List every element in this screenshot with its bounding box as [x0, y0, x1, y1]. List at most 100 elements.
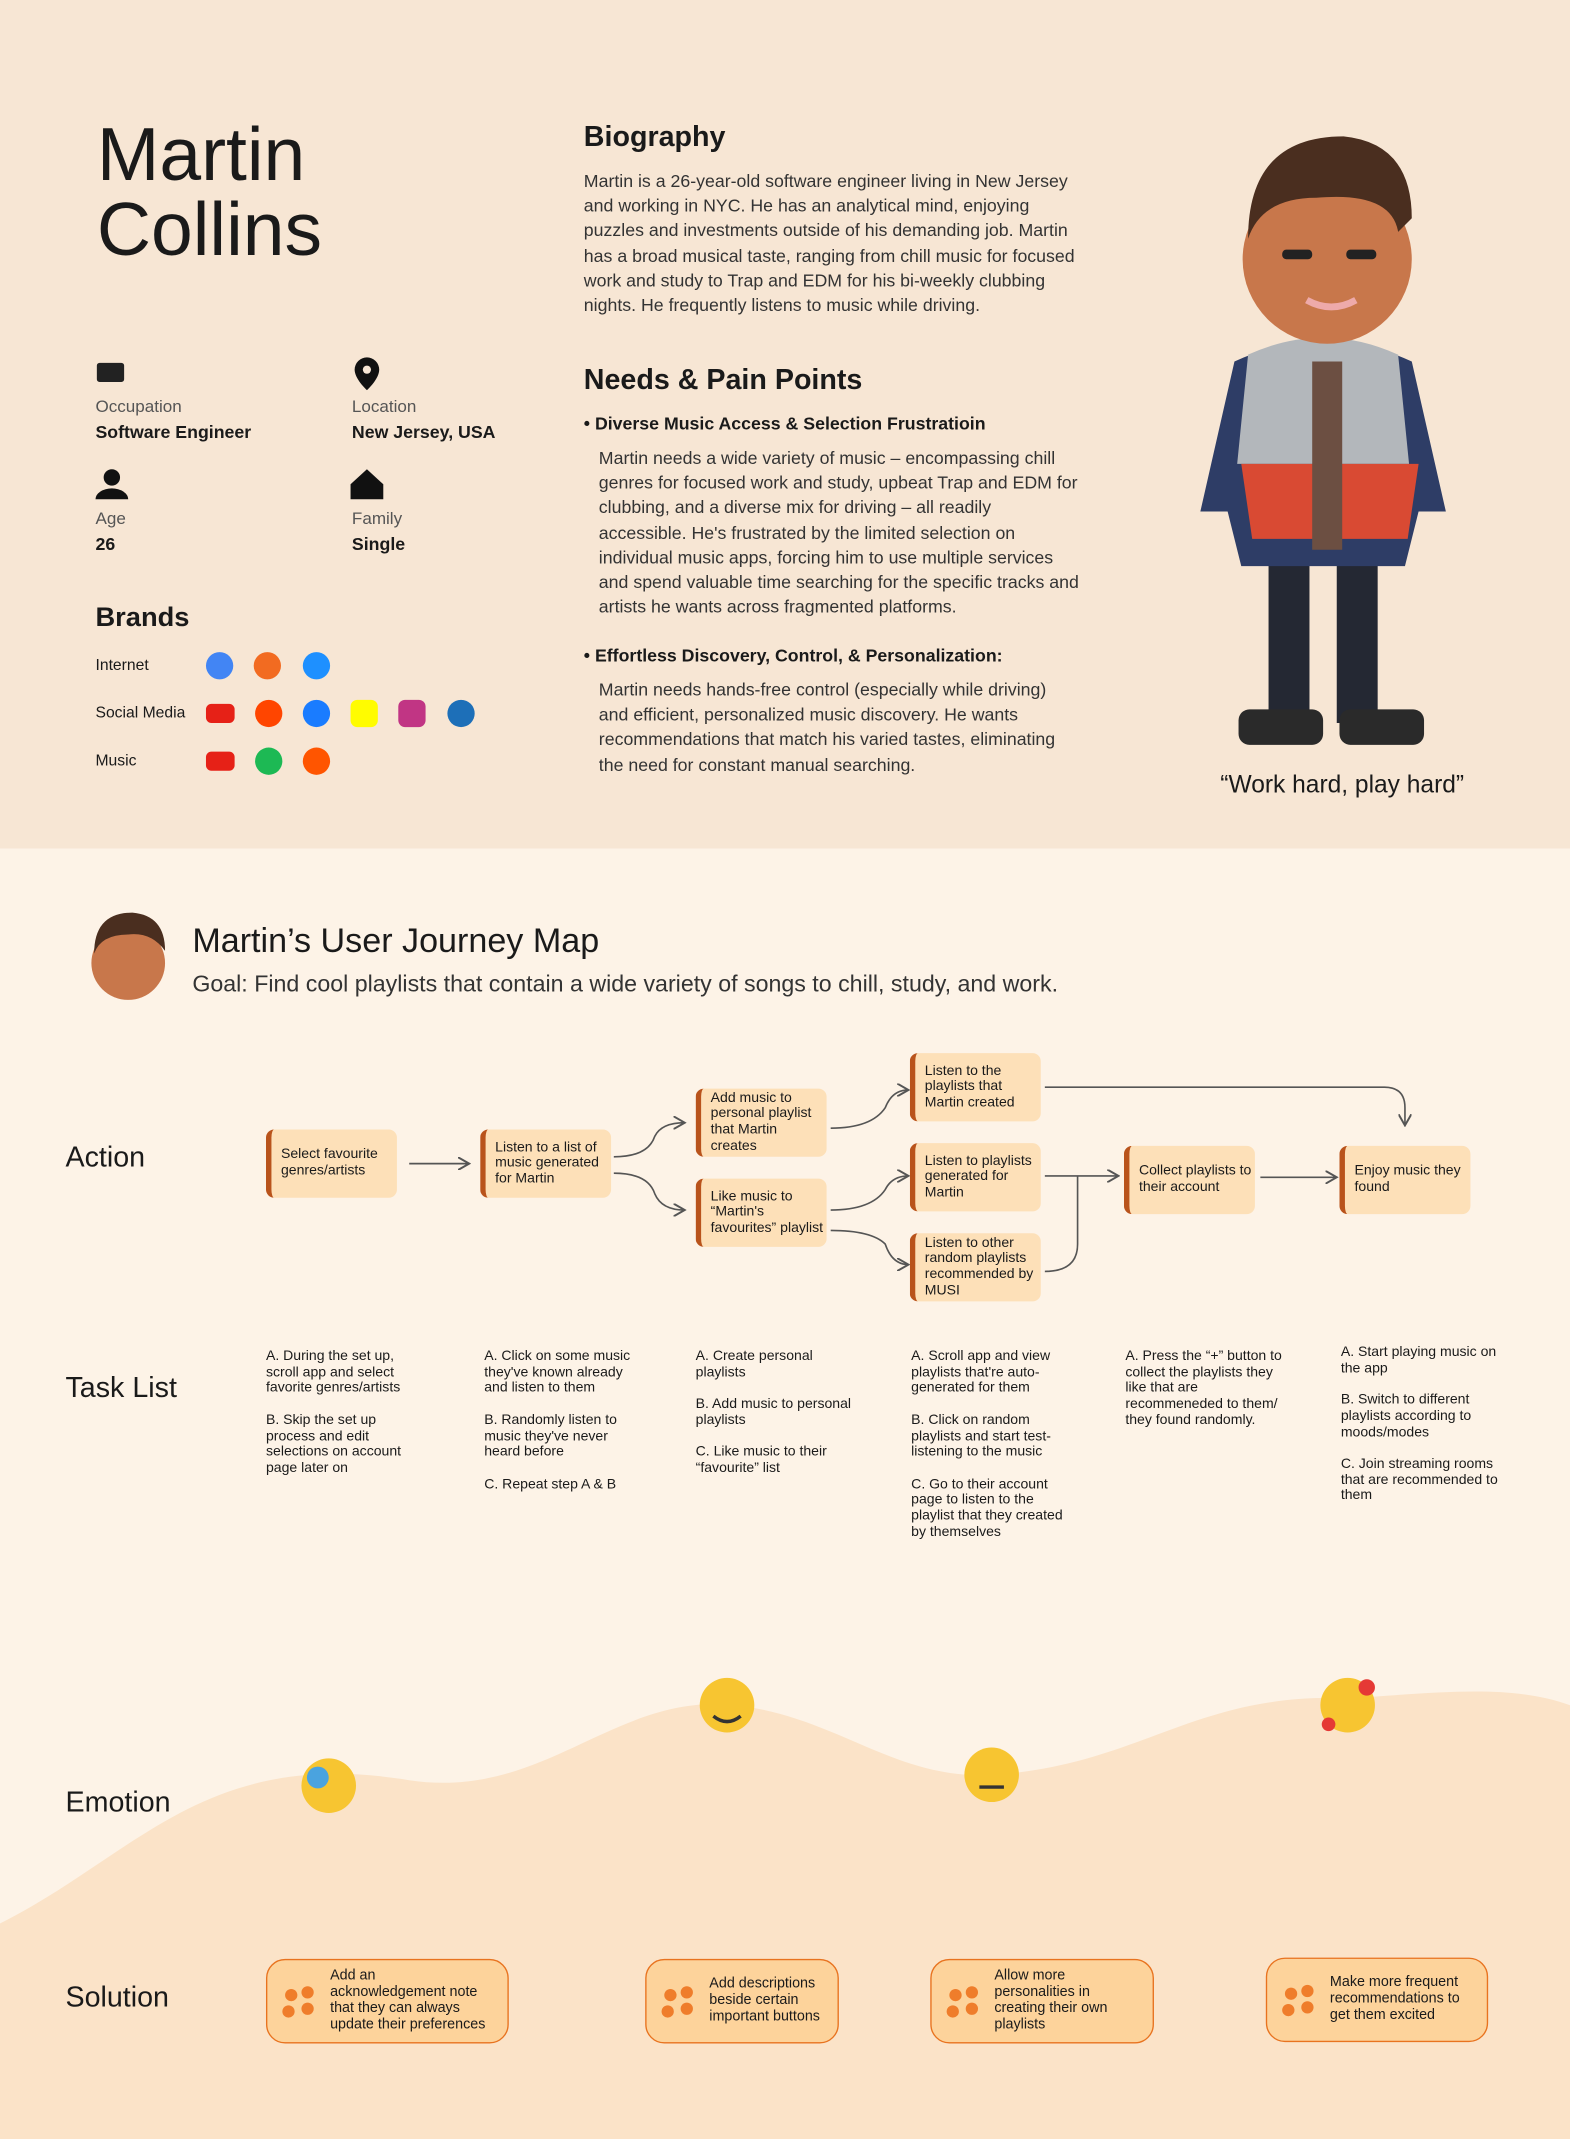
task-item: B. Randomly listen to music they've neve… [484, 1412, 617, 1460]
action-box: Add music to personal playlist that Mart… [695, 1088, 827, 1157]
person-body [95, 488, 129, 500]
shirt [1312, 361, 1343, 550]
briefcase-icon [96, 362, 125, 382]
icons [95, 357, 475, 775]
action-box: Listen to playlists generated for Martin [909, 1143, 1041, 1212]
solution-card: Make more frequent recommendations to ge… [1265, 1957, 1489, 2043]
need-text: Martin needs a wide variety of music – e… [598, 447, 1079, 617]
shoe [1339, 709, 1425, 745]
task-item: A. Click on some music they've known alr… [484, 1349, 631, 1397]
detail-label: Family [351, 508, 403, 528]
arrow [1044, 1175, 1079, 1273]
emoji [699, 1677, 755, 1733]
head [1242, 174, 1412, 344]
icon-dot [664, 1988, 677, 2002]
detail-value: Single [351, 533, 406, 554]
task-column: A. Scroll app and view playlists that're… [911, 1349, 1072, 1556]
task-item: C. Go to their account page to listen to… [911, 1476, 1063, 1540]
emojis [301, 1677, 1375, 1813]
icon-dot [1284, 1987, 1298, 2000]
messenger [302, 699, 331, 728]
action-box: Like music to “Martin's favourites” play… [695, 1178, 827, 1247]
task-item: C. Repeat step A & B [484, 1476, 617, 1492]
detail-label: Age [95, 508, 126, 528]
heart [1358, 1679, 1375, 1696]
task-column: A. Press the “+” button to collect the p… [1125, 1349, 1286, 1445]
shoe [1238, 709, 1324, 745]
youtube [205, 703, 235, 724]
instagram [398, 699, 426, 728]
youtube [205, 751, 235, 771]
task-item: B. Click on random playlists and start t… [911, 1412, 1051, 1460]
emoji [964, 1747, 1019, 1803]
soundcloud [302, 747, 331, 775]
chrome [205, 652, 234, 680]
detail-label: Location [351, 396, 417, 417]
detail-value: New Jersey, USA [351, 421, 496, 442]
flow-arrows [409, 0, 1570, 1273]
need-text: Martin needs hands-free control (especia… [598, 679, 1056, 775]
quote: “Work hard, play hard” [1220, 770, 1465, 799]
icon-dot [965, 1986, 979, 1999]
solution-card: Add descriptions beside certain importan… [645, 1958, 839, 2044]
persona-name: Martin Collins [97, 117, 322, 267]
action-box: Listen to a list of music generated for … [480, 1129, 612, 1198]
need-title: • Diverse Music Access & Selection Frust… [583, 413, 986, 434]
task-column: A. During the set up, scroll app and sel… [266, 1349, 427, 1493]
home-icon [350, 469, 384, 500]
row-label: Task List [65, 1372, 177, 1404]
solution-icon [1282, 1984, 1317, 2018]
name-line: Martin [96, 111, 306, 197]
needs-title: Needs & Pain Points [583, 364, 863, 396]
brand-icons [205, 652, 475, 775]
icon-dot [965, 2002, 979, 2015]
icon-dot [680, 2002, 693, 2015]
task-item: A. Start playing music on the app [1340, 1345, 1497, 1377]
task-item: B. Skip the set up process and edit sele… [265, 1412, 402, 1476]
arrow [830, 1090, 909, 1129]
bio-title: Biography [583, 121, 726, 153]
arrow [613, 1172, 685, 1210]
solution-icon [282, 1986, 317, 2019]
detail-value: 26 [95, 533, 116, 554]
icon-dot [1301, 1984, 1314, 1998]
solution-card: Allow more personalities in creating the… [930, 1958, 1154, 2044]
arrow [1044, 1086, 1405, 1125]
icon-dot [301, 2002, 314, 2015]
brand-row: Internet [95, 657, 149, 674]
smile [712, 1714, 742, 1724]
task-item: B. Switch to different playlists accordi… [1340, 1392, 1472, 1440]
icon-dot [680, 1986, 693, 1999]
wave [0, 1691, 1570, 2139]
snapchat [350, 699, 378, 728]
linkedin [447, 699, 475, 728]
detail-value: Software Engineer [95, 421, 252, 442]
need-title-text: Diverse Music Access & Selection Frustra… [594, 413, 986, 434]
heart [1321, 1717, 1336, 1732]
solution-card: Add an acknowledgement note that they ca… [265, 1958, 509, 2044]
bio-text: Martin is a 26-year-old software enginee… [583, 170, 1075, 316]
task-item: A. During the set up, scroll app and sel… [265, 1349, 401, 1397]
brands-title: Brands [95, 602, 190, 633]
task-item: C. Join streaming rooms that are recomme… [1340, 1456, 1498, 1504]
action-box: Enjoy music they found [1339, 1145, 1471, 1215]
action-box: Select favourite genres/artists [265, 1129, 397, 1198]
icon-dot [301, 1986, 314, 1999]
detail-label: Occupation [95, 396, 182, 417]
action-box: Listen to other random playlists recomme… [909, 1233, 1041, 1302]
task-column: A. Click on some music they've known alr… [484, 1349, 645, 1509]
need-title: • Effortless Discovery, Control, & Perso… [583, 645, 1003, 666]
journey-title: Martin’s User Journey Map [192, 922, 600, 961]
icon-dot [1301, 2001, 1314, 2014]
need-title-text: Effortless Discovery, Control, & Persona… [594, 645, 1003, 666]
eye [1346, 249, 1377, 260]
task-item: A. Press the “+” button to collect the p… [1125, 1349, 1282, 1429]
row-label: Solution [65, 1982, 169, 2014]
safari [302, 652, 331, 680]
task-item: C. Like music to their “favourite” list [695, 1444, 827, 1476]
firefox [253, 652, 281, 680]
task-item: A. Create personal playlists [695, 1349, 813, 1381]
action-box: Listen to the playlists that Martin crea… [909, 1053, 1041, 1122]
